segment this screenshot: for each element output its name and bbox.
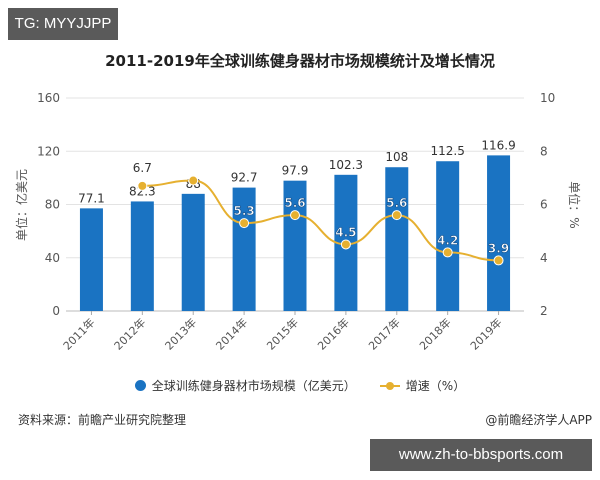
x-tick-label: 2017年 [365, 315, 402, 352]
left-tick-label: 40 [45, 251, 60, 265]
line-point [442, 247, 453, 258]
bar [181, 193, 205, 311]
legend-item-bar: 全球训练健身器材市场规模（亿美元） [134, 377, 356, 394]
legend-bar-label: 全球训练健身器材市场规模（亿美元） [151, 379, 356, 393]
line-point [391, 210, 402, 221]
bar-value-label: 82.3 [129, 184, 156, 198]
right-tick-label: 8 [540, 144, 548, 158]
chart-legend: 全球训练健身器材市场规模（亿美元） 增速（%） [0, 377, 600, 394]
credit-note: @前瞻经济学人APP [485, 413, 592, 427]
x-tick-label: 2015年 [264, 315, 301, 352]
bar-value-label: 102.3 [329, 158, 363, 172]
line-value-label: 6.7 [133, 161, 152, 175]
line-point [188, 175, 199, 186]
left-tick-label: 0 [52, 304, 60, 318]
right-tick-label: 10 [540, 91, 555, 105]
line-point [137, 180, 148, 191]
line-point [290, 210, 300, 221]
legend-bar-marker-icon [134, 380, 146, 391]
bar-value-label: 116.9 [481, 138, 515, 152]
left-axis-ticks: 0 40 80 120 160 [37, 91, 60, 318]
right-tick-label: 6 [540, 198, 548, 212]
growth-line-points: 6.7 5.3 5.6 4.5 5.6 4.2 3.9 [133, 161, 509, 266]
legend-line-label: 增速（%） [405, 379, 466, 393]
left-axis-label: 单位：亿美元 [14, 169, 29, 241]
tg-watermark-badge: TG: MYYJJPP [8, 8, 118, 40]
left-tick-label: 160 [37, 91, 60, 105]
url-watermark-badge: www.zh-to-bbsports.com [370, 439, 592, 471]
x-tick-label: 2014年 [213, 315, 250, 352]
left-tick-label: 120 [37, 144, 60, 158]
left-tick-label: 80 [45, 198, 60, 212]
line-point [340, 239, 351, 250]
right-tick-label: 4 [540, 251, 548, 265]
line-value-label: 5.6 [386, 196, 407, 210]
line-value-label: 5.3 [233, 204, 254, 218]
right-axis-ticks: 2 4 6 8 10 [540, 91, 555, 318]
x-tick-label: 2019年 [467, 315, 504, 352]
chart-title: 2011-2019年全球训练健身器材市场规模统计及增长情况 [105, 52, 495, 70]
x-tick-label: 2012年 [111, 315, 148, 352]
bar [232, 187, 256, 311]
right-axis-label: 单位：% [567, 181, 582, 228]
bar [130, 201, 154, 311]
line-point [239, 218, 250, 229]
bar-value-label: 112.5 [430, 144, 464, 158]
x-tick-label: 2018年 [416, 315, 453, 352]
bar [385, 167, 409, 311]
bar-value-label: 108 [385, 150, 408, 164]
line-value-label: 5.6 [284, 196, 305, 210]
bar [283, 180, 307, 311]
legend-line-marker-icon [379, 381, 400, 391]
data-source-note: 资料来源：前瞻产业研究院整理 [18, 413, 187, 427]
bar-series [79, 155, 511, 311]
x-tick-label: 2011年 [60, 315, 97, 352]
line-value-label: 4.5 [335, 225, 356, 239]
growth-line [142, 179, 499, 262]
line-value-label: 4.2 [437, 233, 458, 247]
right-tick-label: 2 [540, 304, 548, 318]
x-tick-label: 2013年 [162, 315, 199, 352]
line-value-label: 3.9 [488, 241, 509, 255]
bar [487, 155, 511, 311]
x-tick-label: 2016年 [315, 315, 352, 352]
legend-item-line: 增速（%） [379, 377, 466, 394]
line-point [493, 255, 504, 266]
bar [436, 161, 460, 311]
bar-value-label: 92.7 [231, 171, 258, 185]
bar [79, 208, 103, 311]
bar-value-label: 77.1 [78, 191, 105, 205]
x-axis-ticks: 2011年 2012年 2013年 2014年 2015年 2016年 2017年 2018年… [60, 311, 505, 353]
bar-value-label: 97.9 [282, 164, 309, 178]
